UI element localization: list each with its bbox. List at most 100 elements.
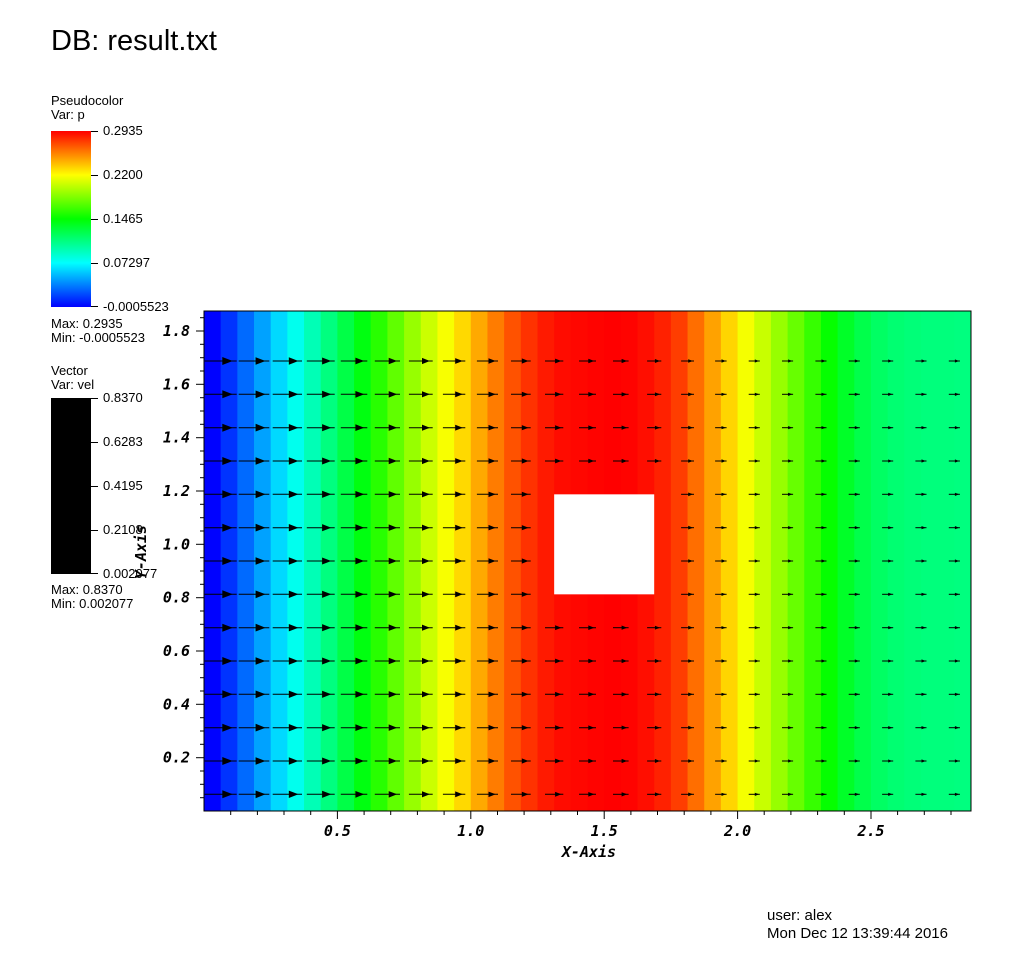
velocity-arrow <box>374 724 400 731</box>
velocity-arrow <box>748 359 760 363</box>
velocity-arrow <box>613 358 629 364</box>
velocity-arrow <box>511 758 531 764</box>
velocity-arrow <box>545 691 564 697</box>
velocity-arrow <box>272 457 302 465</box>
velocity-arrow <box>306 357 335 365</box>
velocity-arrow <box>442 591 466 598</box>
velocity-arrow <box>476 758 498 764</box>
velocity-arrow <box>579 358 596 364</box>
velocity-arrow <box>511 591 531 597</box>
velocity-arrow <box>511 425 531 431</box>
velocity-arrow <box>306 657 335 665</box>
velocity-arrow <box>715 426 727 430</box>
velocity-arrow <box>442 691 466 698</box>
y-axis-title: Y-Axis <box>132 525 150 579</box>
pressure-band <box>904 311 922 811</box>
velocity-arrow <box>647 659 662 663</box>
velocity-arrow <box>948 392 960 396</box>
y-tick-label: 0.6 <box>163 642 190 660</box>
velocity-arrow <box>408 424 433 431</box>
velocity-arrow <box>681 659 694 663</box>
velocity-arrow <box>848 426 860 430</box>
velocity-arrow <box>545 725 564 731</box>
vector-tick <box>91 573 98 574</box>
footer-user: user: alex <box>767 907 833 924</box>
velocity-arrow <box>815 392 827 396</box>
velocity-arrow <box>882 426 894 430</box>
velocity-arrow <box>681 392 694 397</box>
pressure-band <box>887 311 905 811</box>
velocity-arrow <box>782 359 794 363</box>
velocity-arrow <box>545 625 564 631</box>
velocity-arrow <box>579 658 596 664</box>
velocity-arrow <box>408 624 433 631</box>
velocity-arrow <box>882 392 894 396</box>
velocity-arrow <box>340 791 368 798</box>
velocity-arrow <box>511 558 531 564</box>
velocity-arrow <box>442 424 466 431</box>
velocity-arrow <box>476 724 498 731</box>
velocity-arrow <box>579 392 596 397</box>
velocity-arrow <box>647 359 662 363</box>
pseudocolor-tick <box>91 175 98 176</box>
velocity-arrow <box>579 425 596 430</box>
velocity-arrow <box>272 557 302 565</box>
velocity-arrow <box>647 392 662 397</box>
velocity-arrow <box>815 659 827 663</box>
velocity-arrow <box>340 757 368 765</box>
velocity-arrow <box>948 359 960 363</box>
velocity-arrow <box>782 559 794 563</box>
x-tick-label: 1.5 <box>591 822 618 840</box>
velocity-arrow <box>915 459 927 463</box>
velocity-arrow <box>715 626 727 630</box>
velocity-arrow <box>272 657 302 665</box>
velocity-arrow <box>340 457 368 465</box>
velocity-arrow <box>374 624 400 631</box>
velocity-arrow <box>782 526 794 530</box>
velocity-arrow <box>782 459 794 463</box>
velocity-arrow <box>204 590 237 599</box>
velocity-arrow <box>748 392 760 396</box>
velocity-arrow <box>915 592 927 596</box>
velocity-arrow <box>511 625 531 631</box>
pseudocolor-tick-label: 0.2935 <box>103 123 143 138</box>
vector-tick <box>91 486 98 487</box>
velocity-arrow <box>681 425 694 430</box>
velocity-vectors <box>204 357 960 799</box>
velocity-arrow <box>545 358 564 364</box>
velocity-arrow <box>681 359 694 363</box>
velocity-arrow <box>882 726 894 730</box>
pseudocolor-tick <box>91 263 98 264</box>
velocity-arrow <box>647 425 662 430</box>
velocity-arrow <box>748 526 760 530</box>
velocity-arrow <box>408 357 433 365</box>
pseudocolor-tick <box>91 219 98 220</box>
velocity-arrow <box>647 792 662 797</box>
velocity-arrow <box>442 758 466 764</box>
velocity-arrow <box>374 357 400 365</box>
velocity-arrow <box>476 424 498 431</box>
velocity-arrow <box>681 759 694 763</box>
velocity-arrow <box>204 790 237 799</box>
pressure-field <box>204 311 971 811</box>
velocity-arrow <box>748 726 760 730</box>
velocity-arrow <box>204 523 237 532</box>
velocity-arrow <box>715 659 727 663</box>
velocity-arrow <box>545 791 564 797</box>
velocity-arrow <box>476 358 498 364</box>
velocity-arrow <box>340 524 368 531</box>
velocity-arrow <box>915 559 927 563</box>
pseudocolor-max: Max: 0.2935 <box>51 316 123 331</box>
velocity-arrow <box>681 459 694 463</box>
velocity-arrow <box>204 690 237 699</box>
velocity-arrow <box>948 492 960 496</box>
velocity-arrow <box>306 524 335 532</box>
velocity-arrow <box>374 757 400 765</box>
pseudocolor-tick <box>91 131 98 132</box>
velocity-arrow <box>408 491 433 498</box>
velocity-arrow <box>948 792 960 796</box>
x-tick-label: 1.0 <box>457 822 484 840</box>
velocity-arrow <box>915 726 927 730</box>
velocity-arrow <box>815 359 827 363</box>
velocity-arrow <box>848 692 860 696</box>
